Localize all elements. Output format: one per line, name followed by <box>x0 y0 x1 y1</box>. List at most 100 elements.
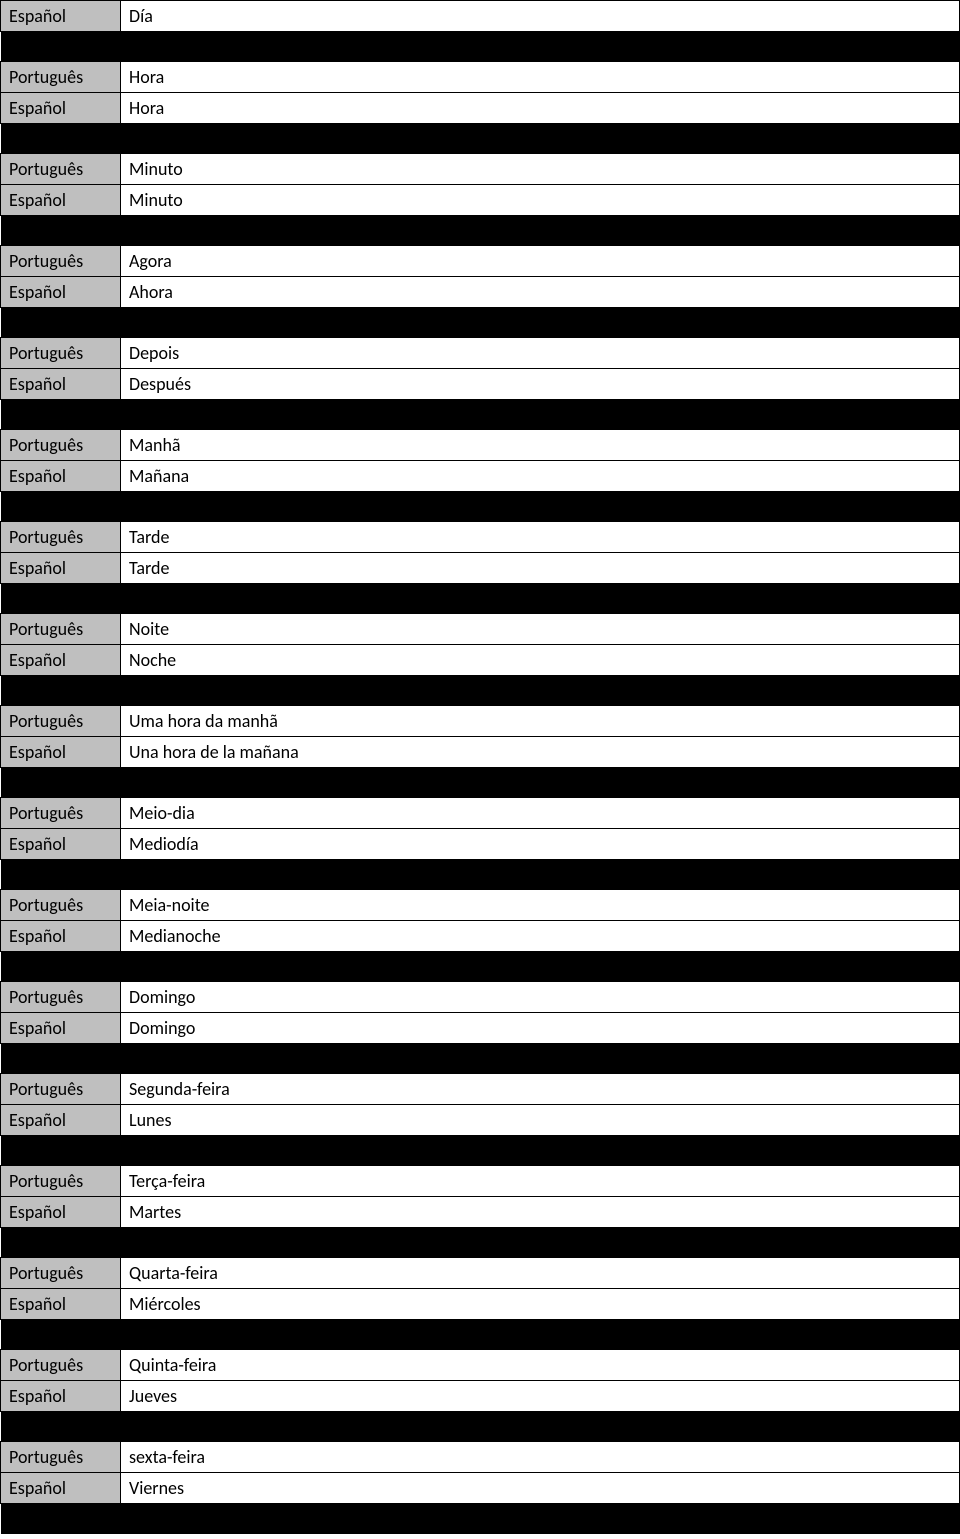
language-label: Español <box>1 1381 121 1412</box>
language-label: Português <box>1 62 121 93</box>
language-label: Español <box>1 737 121 768</box>
table-row: EspañolMañana <box>1 461 960 492</box>
separator-cell <box>1 308 960 338</box>
language-label: Español <box>1 921 121 952</box>
table-row: PortuguêsQuarta-feira <box>1 1258 960 1289</box>
language-label: Español <box>1 1013 121 1044</box>
table-row: EspañolUna hora de la mañana <box>1 737 960 768</box>
vocabulary-table: EspañolDíaPortuguêsHoraEspañolHoraPortug… <box>0 0 960 1534</box>
separator-row <box>1 1228 960 1258</box>
word-cell: Agora <box>121 246 960 277</box>
language-label: Español <box>1 93 121 124</box>
separator-row <box>1 1504 960 1534</box>
separator-cell <box>1 860 960 890</box>
language-label: Español <box>1 185 121 216</box>
table-row: EspañolViernes <box>1 1473 960 1504</box>
table-row: EspañolLunes <box>1 1105 960 1136</box>
separator-cell <box>1 32 960 62</box>
table-row: EspañolDía <box>1 1 960 32</box>
separator-cell <box>1 768 960 798</box>
table-row: EspañolMartes <box>1 1197 960 1228</box>
table-row: PortuguêsHora <box>1 62 960 93</box>
vocabulary-tbody: EspañolDíaPortuguêsHoraEspañolHoraPortug… <box>1 1 960 1534</box>
separator-cell <box>1 216 960 246</box>
word-cell: Noite <box>121 614 960 645</box>
table-row: EspañolTarde <box>1 553 960 584</box>
word-cell: Domingo <box>121 982 960 1013</box>
language-label: Español <box>1 369 121 400</box>
table-row: Portuguêssexta-feira <box>1 1442 960 1473</box>
language-label: Português <box>1 1166 121 1197</box>
word-cell: Minuto <box>121 154 960 185</box>
word-cell: Mañana <box>121 461 960 492</box>
language-label: Español <box>1 1 121 32</box>
table-row: EspañolMedianoche <box>1 921 960 952</box>
language-label: Português <box>1 798 121 829</box>
word-cell: Quarta-feira <box>121 1258 960 1289</box>
separator-cell <box>1 1228 960 1258</box>
separator-cell <box>1 492 960 522</box>
separator-cell <box>1 400 960 430</box>
table-row: PortuguêsMinuto <box>1 154 960 185</box>
language-label: Español <box>1 553 121 584</box>
word-cell: Después <box>121 369 960 400</box>
separator-row <box>1 584 960 614</box>
table-row: PortuguêsDomingo <box>1 982 960 1013</box>
table-row: PortuguêsTerça-feira <box>1 1166 960 1197</box>
language-label: Português <box>1 706 121 737</box>
word-cell: Minuto <box>121 185 960 216</box>
vocabulary-page: EspañolDíaPortuguêsHoraEspañolHoraPortug… <box>0 0 960 1534</box>
table-row: EspañolHora <box>1 93 960 124</box>
separator-row <box>1 768 960 798</box>
separator-cell <box>1 1412 960 1442</box>
word-cell: Tarde <box>121 553 960 584</box>
separator-row <box>1 1136 960 1166</box>
separator-cell <box>1 1044 960 1074</box>
language-label: Português <box>1 430 121 461</box>
separator-row <box>1 400 960 430</box>
word-cell: Segunda-feira <box>121 1074 960 1105</box>
table-row: EspañolAhora <box>1 277 960 308</box>
separator-cell <box>1 952 960 982</box>
word-cell: Meio-dia <box>121 798 960 829</box>
table-row: PortuguêsManhã <box>1 430 960 461</box>
table-row: EspañolMinuto <box>1 185 960 216</box>
separator-row <box>1 1320 960 1350</box>
separator-row <box>1 32 960 62</box>
separator-row <box>1 952 960 982</box>
separator-cell <box>1 584 960 614</box>
word-cell: Una hora de la mañana <box>121 737 960 768</box>
separator-row <box>1 860 960 890</box>
table-row: EspañolMediodía <box>1 829 960 860</box>
table-row: EspañolMiércoles <box>1 1289 960 1320</box>
table-row: PortuguêsAgora <box>1 246 960 277</box>
table-row: PortuguêsNoite <box>1 614 960 645</box>
separator-row <box>1 676 960 706</box>
language-label: Português <box>1 614 121 645</box>
language-label: Português <box>1 1350 121 1381</box>
language-label: Português <box>1 522 121 553</box>
word-cell: Domingo <box>121 1013 960 1044</box>
language-label: Português <box>1 154 121 185</box>
language-label: Español <box>1 1105 121 1136</box>
table-row: PortuguêsTarde <box>1 522 960 553</box>
language-label: Português <box>1 338 121 369</box>
language-label: Português <box>1 1258 121 1289</box>
language-label: Português <box>1 982 121 1013</box>
word-cell: Día <box>121 1 960 32</box>
language-label: Português <box>1 1074 121 1105</box>
separator-row <box>1 1412 960 1442</box>
word-cell: Viernes <box>121 1473 960 1504</box>
word-cell: Martes <box>121 1197 960 1228</box>
word-cell: sexta-feira <box>121 1442 960 1473</box>
language-label: Português <box>1 890 121 921</box>
word-cell: Miércoles <box>121 1289 960 1320</box>
separator-cell <box>1 676 960 706</box>
table-row: EspañolDespués <box>1 369 960 400</box>
separator-row <box>1 308 960 338</box>
word-cell: Hora <box>121 93 960 124</box>
separator-cell <box>1 1320 960 1350</box>
separator-row <box>1 124 960 154</box>
separator-row <box>1 216 960 246</box>
language-label: Español <box>1 829 121 860</box>
